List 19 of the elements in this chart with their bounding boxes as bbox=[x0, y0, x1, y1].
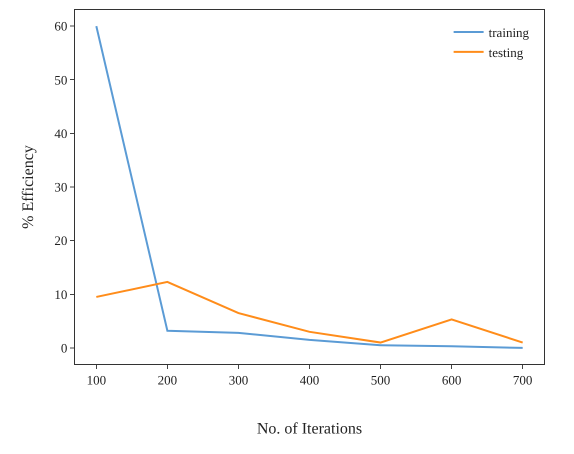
x-tick-label: 500 bbox=[370, 372, 390, 388]
legend-label: testing bbox=[488, 45, 524, 60]
line-series bbox=[95, 280, 524, 344]
x-tick-label: 400 bbox=[300, 372, 320, 388]
y-tick-label: 50 bbox=[54, 72, 68, 88]
x-tick-label: 300 bbox=[228, 372, 248, 388]
legend-label: training bbox=[488, 25, 530, 40]
y-tick-label: 10 bbox=[54, 286, 68, 302]
y-tick-label: 40 bbox=[54, 126, 68, 141]
y-tick-label: 30 bbox=[54, 180, 68, 195]
y-tick-label: 0 bbox=[60, 340, 68, 356]
x-axis-title: No. of Iterations bbox=[256, 420, 362, 438]
x-tick-label: 100 bbox=[86, 372, 106, 388]
y-tick-label: 60 bbox=[54, 18, 68, 34]
x-tick-label: 200 bbox=[158, 372, 178, 388]
x-tick-label: 600 bbox=[442, 372, 462, 388]
y-tick-label: 20 bbox=[54, 233, 68, 248]
y-axis-title: % Efficiency bbox=[20, 145, 37, 229]
x-tick-label: 700 bbox=[512, 372, 532, 388]
